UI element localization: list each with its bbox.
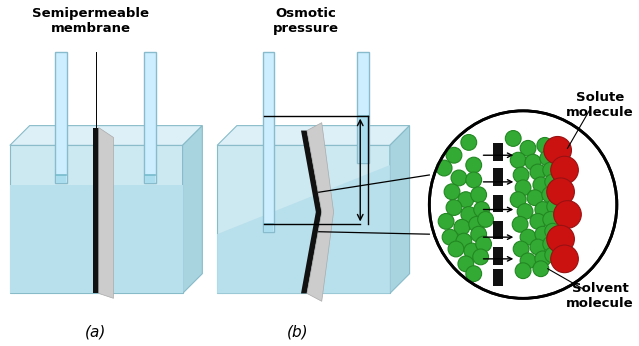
Circle shape [530,164,546,180]
Polygon shape [93,128,98,293]
Circle shape [530,239,546,255]
Circle shape [520,140,536,156]
Circle shape [461,135,477,150]
Polygon shape [217,165,390,293]
Circle shape [544,136,571,164]
Circle shape [511,152,526,168]
Circle shape [535,226,551,242]
Circle shape [547,225,574,253]
Circle shape [429,111,617,298]
Circle shape [525,154,541,170]
Circle shape [458,192,473,208]
Circle shape [475,236,491,252]
Circle shape [505,130,521,146]
Circle shape [446,147,462,163]
Circle shape [553,201,581,228]
Circle shape [540,150,556,166]
FancyBboxPatch shape [493,269,504,286]
Circle shape [543,162,558,178]
Circle shape [547,178,574,206]
Circle shape [547,199,562,215]
Polygon shape [98,128,114,298]
Polygon shape [10,185,183,293]
Circle shape [535,251,551,267]
Circle shape [438,213,454,229]
FancyBboxPatch shape [493,195,504,212]
Circle shape [442,229,458,245]
Text: Solute
molecule: Solute molecule [566,91,634,119]
Circle shape [515,263,531,279]
Circle shape [545,174,560,190]
FancyBboxPatch shape [493,143,504,161]
Circle shape [451,170,467,186]
Circle shape [444,184,460,200]
Polygon shape [358,116,368,163]
Circle shape [517,203,533,219]
Circle shape [530,213,546,229]
Polygon shape [307,123,334,301]
Circle shape [527,190,543,206]
Polygon shape [144,52,156,183]
Circle shape [478,211,493,227]
Polygon shape [263,224,273,232]
Circle shape [543,236,558,252]
Polygon shape [263,52,274,232]
Circle shape [533,261,549,277]
Text: Solvent
molecule: Solvent molecule [566,282,634,310]
Circle shape [458,256,473,272]
Polygon shape [10,126,203,145]
Circle shape [513,241,529,257]
Circle shape [466,157,482,173]
Circle shape [456,233,472,249]
Circle shape [461,207,477,222]
Polygon shape [56,175,66,183]
Circle shape [436,160,452,176]
Circle shape [469,217,484,232]
Circle shape [520,253,536,269]
Circle shape [543,211,558,227]
Circle shape [464,243,480,259]
Circle shape [515,180,531,196]
Circle shape [533,177,549,193]
Circle shape [466,172,482,188]
Circle shape [520,229,536,245]
Circle shape [466,266,482,282]
Circle shape [545,223,560,239]
Circle shape [448,241,464,257]
Polygon shape [357,52,369,163]
Circle shape [512,217,528,232]
Circle shape [473,202,489,217]
Text: (b): (b) [288,324,309,339]
Polygon shape [183,126,203,293]
Circle shape [446,200,462,216]
Circle shape [551,156,578,184]
Circle shape [471,187,486,203]
Polygon shape [55,52,67,183]
Circle shape [473,249,489,265]
Polygon shape [10,145,183,293]
Circle shape [454,219,470,235]
Polygon shape [390,126,410,293]
Circle shape [551,245,578,273]
Polygon shape [145,175,155,183]
Text: Semipermeable
membrane: Semipermeable membrane [33,7,150,35]
Polygon shape [217,145,390,293]
Polygon shape [217,126,410,145]
Polygon shape [301,130,322,293]
Circle shape [471,226,486,242]
Circle shape [537,137,553,153]
Circle shape [513,167,529,183]
Circle shape [511,192,526,208]
Text: (a): (a) [85,324,107,339]
Text: Osmotic
pressure: Osmotic pressure [273,7,339,35]
FancyBboxPatch shape [493,247,504,265]
Circle shape [542,187,558,203]
Circle shape [535,202,551,217]
Circle shape [545,247,560,263]
FancyBboxPatch shape [493,168,504,186]
FancyBboxPatch shape [493,221,504,239]
